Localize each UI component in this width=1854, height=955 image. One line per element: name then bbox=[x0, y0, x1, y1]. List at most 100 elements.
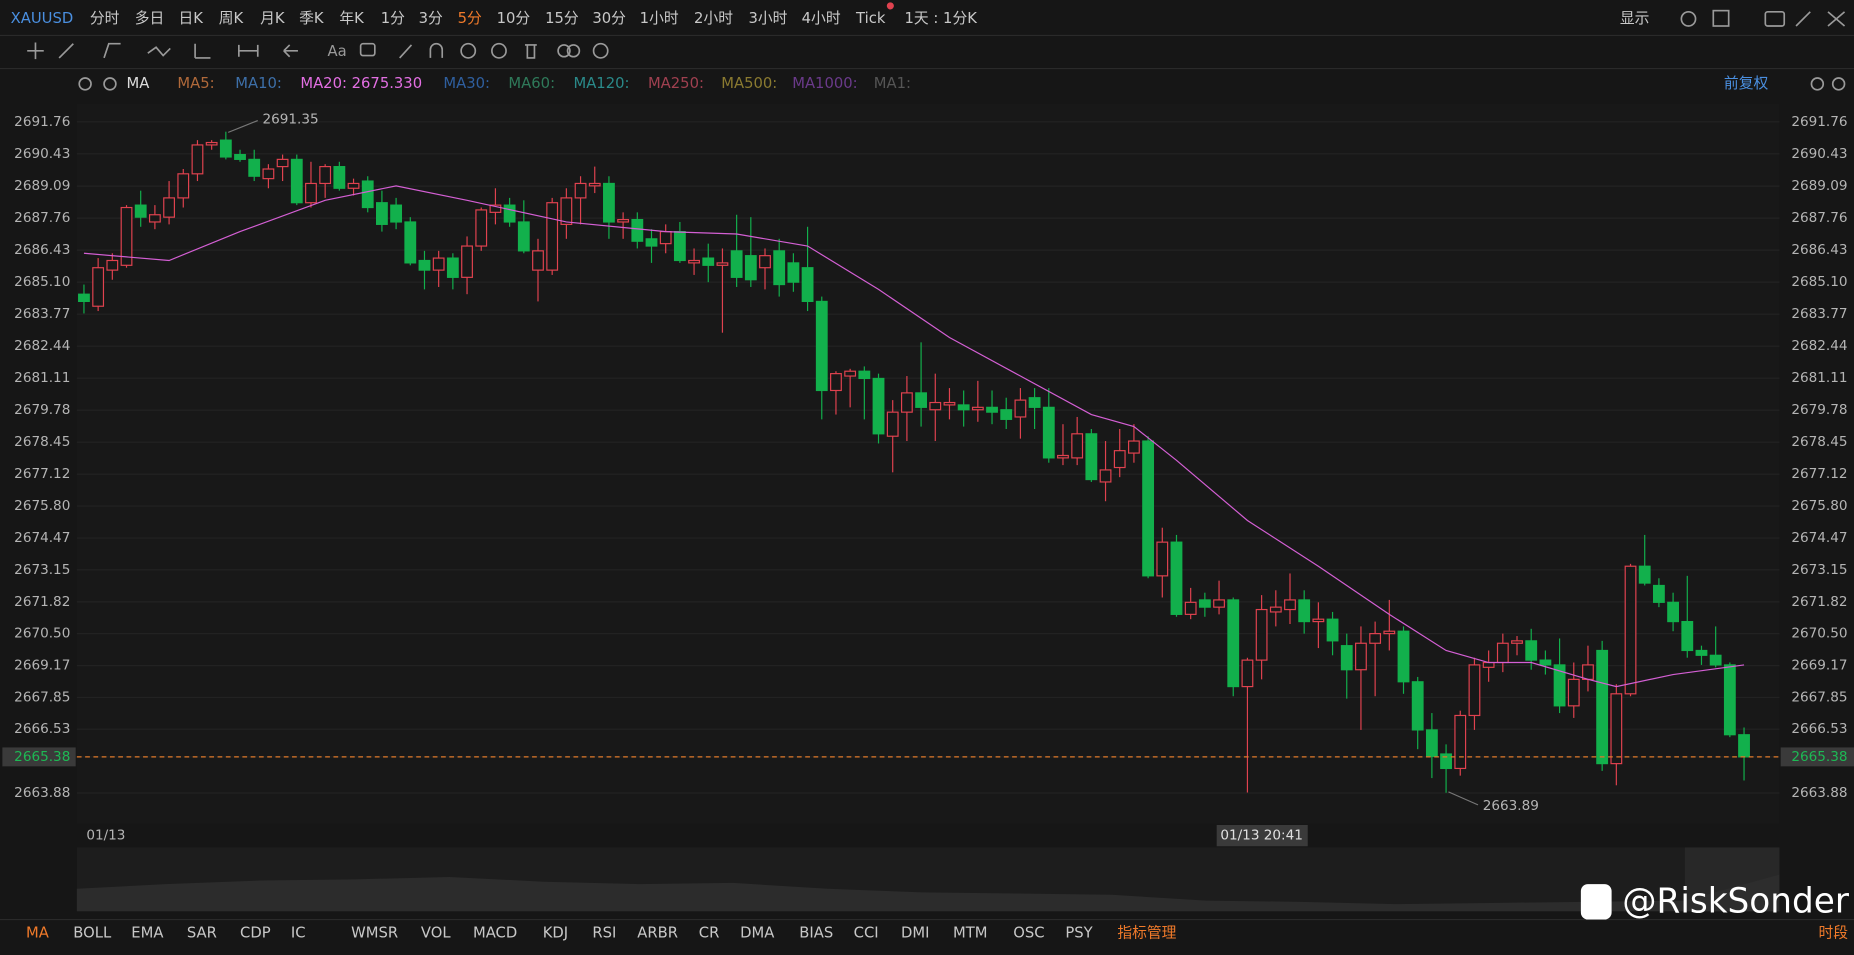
magnet-tool[interactable] bbox=[429, 42, 444, 58]
ma-settings[interactable] bbox=[78, 77, 92, 91]
period-tab[interactable]: 3分 bbox=[419, 10, 443, 27]
candle-body bbox=[943, 401, 956, 406]
candle-body bbox=[333, 166, 346, 189]
arrow-tool[interactable] bbox=[283, 44, 298, 58]
indicator-tab[interactable]: ARBR bbox=[637, 925, 678, 942]
candle-body bbox=[134, 204, 147, 218]
indicator-tab[interactable]: 指标管理 bbox=[1117, 925, 1176, 942]
channel-tool[interactable] bbox=[103, 42, 121, 59]
link-tool[interactable] bbox=[557, 44, 571, 58]
period-tab[interactable]: 多日 bbox=[135, 10, 165, 27]
period-tab[interactable]: 1分 bbox=[381, 10, 405, 27]
period-tab[interactable]: 1天 : 1分K bbox=[905, 10, 978, 27]
period-tab[interactable]: 15分 bbox=[545, 10, 579, 27]
candle-body bbox=[744, 255, 757, 281]
period-tab[interactable]: Tick bbox=[855, 10, 886, 27]
indicator-tab[interactable]: CDP bbox=[240, 925, 271, 942]
max-annotation: 2691.35 bbox=[262, 111, 318, 127]
indicator-tab[interactable]: MA bbox=[26, 925, 49, 942]
period-tab[interactable]: 1小时 bbox=[640, 10, 679, 27]
plot-area bbox=[76, 104, 1780, 824]
layout-icon[interactable] bbox=[1712, 9, 1730, 27]
indicator-tab[interactable]: VOL bbox=[421, 925, 451, 942]
candle-body bbox=[1326, 618, 1339, 642]
indicator-tab[interactable]: CCI bbox=[854, 925, 879, 942]
note-tool[interactable] bbox=[359, 42, 376, 57]
fullscreen-icon[interactable] bbox=[1827, 11, 1846, 27]
candle-body bbox=[1340, 645, 1353, 671]
y-tick-label: 2678.45 bbox=[1791, 434, 1847, 450]
indicator-tab[interactable]: OSC bbox=[1013, 925, 1044, 942]
indicator-tab[interactable]: EMA bbox=[131, 925, 163, 942]
period-tab[interactable]: 10分 bbox=[497, 10, 531, 27]
candle-body bbox=[432, 257, 445, 271]
candle-body bbox=[1709, 654, 1722, 666]
candle-body bbox=[830, 373, 842, 392]
y-tick-label: 2674.47 bbox=[1791, 530, 1847, 546]
candle-body bbox=[631, 218, 644, 242]
indicator-tab[interactable]: PSY bbox=[1065, 925, 1093, 942]
font-tool[interactable]: Aa bbox=[328, 43, 347, 60]
symbol[interactable]: XAUUSD bbox=[11, 10, 74, 27]
candle-body bbox=[1596, 649, 1609, 765]
period-tab[interactable]: 4小时 bbox=[802, 10, 841, 27]
candle-body bbox=[1085, 433, 1098, 481]
draw-icon[interactable] bbox=[1795, 11, 1811, 27]
indicator-tab[interactable]: RSI bbox=[592, 925, 616, 942]
period-tab[interactable]: 月K bbox=[260, 10, 285, 27]
indicator-tab[interactable]: CR bbox=[699, 925, 720, 942]
indicator-tab[interactable]: DMI bbox=[901, 925, 929, 942]
line-tool[interactable] bbox=[58, 43, 74, 59]
drawing-tools[interactable] bbox=[27, 9, 1846, 91]
period-tab[interactable]: 日K bbox=[179, 10, 204, 27]
period-tab[interactable]: 分时 bbox=[90, 10, 120, 27]
period-tab[interactable]: 年K bbox=[339, 10, 364, 27]
candle-body bbox=[1397, 630, 1410, 683]
ma-close[interactable] bbox=[103, 77, 117, 91]
candle-body bbox=[815, 300, 828, 392]
indicator-tab[interactable]: WMSR bbox=[351, 925, 398, 942]
zoom-out[interactable] bbox=[1810, 77, 1825, 91]
y-tick-label: 2674.47 bbox=[14, 530, 70, 546]
lock-tool[interactable] bbox=[460, 42, 477, 59]
period-tab[interactable]: 30分 bbox=[592, 10, 626, 27]
link-tool[interactable] bbox=[566, 44, 581, 58]
zoom-in[interactable] bbox=[1831, 77, 1846, 91]
delete-tool[interactable] bbox=[524, 44, 537, 59]
adjust[interactable]: 前复权 bbox=[1724, 74, 1769, 92]
period-tab[interactable]: 周K bbox=[219, 10, 244, 27]
indicator-tab[interactable]: KDJ bbox=[543, 925, 568, 942]
settings-tool[interactable] bbox=[592, 42, 609, 59]
indicator-tab[interactable]: IC bbox=[291, 925, 306, 942]
indicator-tab[interactable]: BOLL bbox=[73, 925, 112, 942]
y-tick-label: 2670.50 bbox=[1791, 626, 1847, 642]
y-tick-label: 2690.43 bbox=[1791, 146, 1847, 162]
session[interactable]: 时段 bbox=[1819, 925, 1849, 942]
period-tab[interactable]: 3小时 bbox=[748, 10, 787, 27]
period-tab[interactable]: 5分 bbox=[458, 10, 482, 27]
pen-tool[interactable] bbox=[399, 44, 413, 59]
measure-tool[interactable] bbox=[238, 44, 259, 57]
candle-body bbox=[347, 182, 360, 189]
display-menu[interactable]: 显示 bbox=[1620, 10, 1650, 27]
settings-icon[interactable] bbox=[1680, 10, 1697, 27]
period-tab[interactable]: 季K bbox=[299, 10, 324, 27]
y-tick-label: 2682.44 bbox=[14, 338, 70, 354]
indicator-tab[interactable]: DMA bbox=[740, 925, 774, 942]
candle-body bbox=[872, 377, 885, 435]
wave-tool[interactable] bbox=[147, 46, 171, 57]
screenshot-icon[interactable] bbox=[1764, 10, 1786, 27]
indicator-tab[interactable]: SAR bbox=[187, 925, 217, 942]
fib-tool[interactable] bbox=[194, 43, 211, 59]
navigator-window[interactable] bbox=[1684, 847, 1780, 912]
indicator-tab[interactable]: MTM bbox=[953, 925, 988, 942]
indicator-tab[interactable]: BIAS bbox=[799, 925, 833, 942]
period-tab[interactable]: 2小时 bbox=[694, 10, 733, 27]
move-tool[interactable] bbox=[27, 42, 44, 60]
candle-body bbox=[376, 202, 388, 225]
indicator-tab[interactable]: MACD bbox=[473, 925, 517, 942]
candle-body bbox=[730, 250, 743, 278]
hide-tool[interactable] bbox=[491, 42, 507, 59]
candle-body bbox=[560, 197, 573, 225]
